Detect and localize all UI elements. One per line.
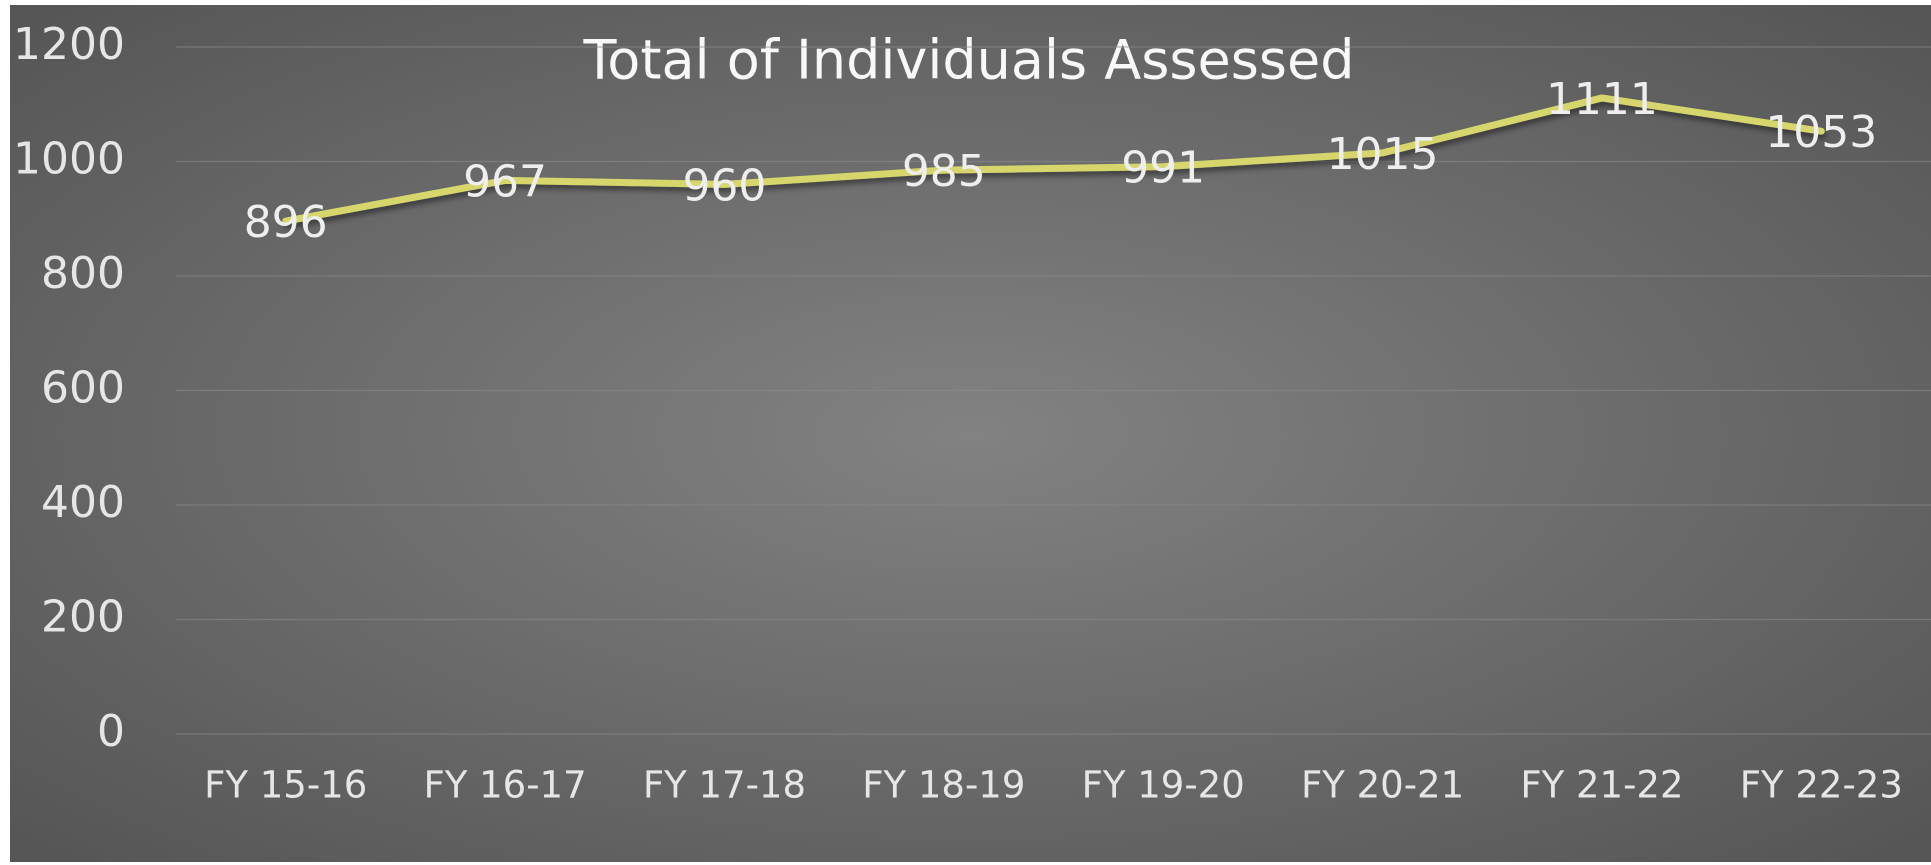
x-tick-label: FY 15-16 (204, 764, 367, 807)
x-tick-label: FY 22-23 (1740, 764, 1903, 807)
y-tick-label: 1200 (13, 19, 125, 70)
chart-background (10, 5, 1931, 862)
data-label: 960 (682, 160, 766, 211)
y-tick-label: 800 (41, 248, 125, 299)
y-tick-label: 200 (41, 592, 125, 643)
data-label: 967 (463, 156, 547, 207)
data-label: 991 (1121, 143, 1205, 194)
y-tick-label: 600 (41, 363, 125, 414)
x-tick-label: FY 16-17 (423, 764, 586, 807)
x-tick-label: FY 18-19 (862, 764, 1025, 807)
x-tick-label: FY 19-20 (1082, 764, 1245, 807)
x-tick-label: FY 17-18 (643, 764, 806, 807)
data-label: 985 (902, 146, 986, 197)
x-tick-label: FY 21-22 (1520, 764, 1683, 807)
y-tick-label: 1000 (13, 134, 125, 185)
data-label: 1111 (1546, 74, 1658, 125)
data-label: 1053 (1765, 107, 1877, 158)
data-line (282, 94, 1825, 225)
x-tick-label: FY 20-21 (1301, 764, 1464, 807)
chart-title: Total of Individuals Assessed (583, 29, 1355, 92)
y-tick-label: 0 (97, 706, 125, 757)
y-tick-label: 400 (41, 477, 125, 528)
data-label: 896 (244, 197, 328, 248)
data-label: 1015 (1327, 129, 1439, 180)
